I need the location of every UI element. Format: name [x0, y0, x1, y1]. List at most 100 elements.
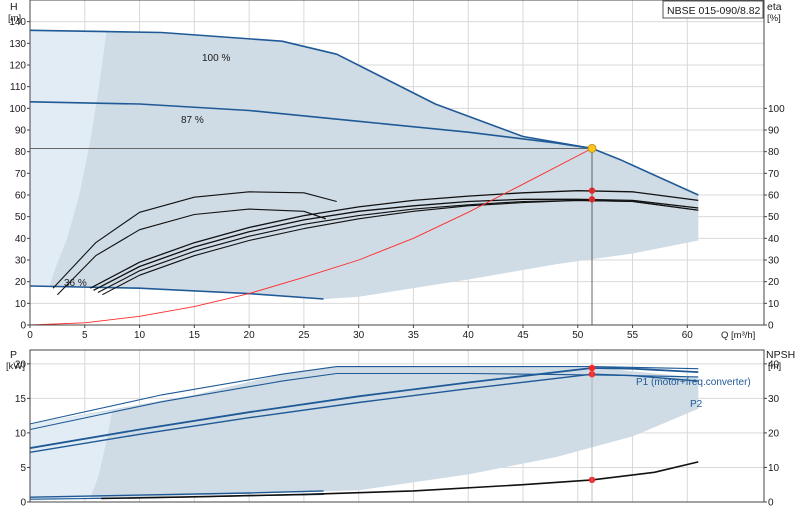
y-tick-label: 0 [20, 321, 26, 332]
head-envelope [30, 30, 699, 300]
y-tick-label: 20 [15, 277, 27, 288]
y-tick-label: 130 [9, 39, 26, 50]
head-y-unit-right: [%] [767, 13, 781, 24]
series-system-9 [30, 148, 593, 325]
x-tick-label: 60 [682, 330, 694, 341]
y-tick-label: 15 [15, 394, 27, 405]
operating-envelope-low-flow [30, 30, 107, 286]
series-p1-motor-freq-converter- [30, 367, 699, 449]
y-tick-label: 5 [20, 463, 26, 474]
power-y-unit-right: [m] [768, 361, 781, 372]
y-tick-label: 20 [15, 359, 27, 370]
curve-label-p1: P1 (motor+freq.converter) [636, 377, 751, 388]
y2-tick-label: 60 [768, 191, 780, 202]
y-tick-label: 110 [10, 82, 26, 93]
y2-tick-label: 20 [768, 428, 780, 439]
y2-tick-label: 70 [768, 169, 780, 180]
operating-envelope [30, 366, 699, 501]
x-tick-label: 15 [189, 330, 201, 341]
power-y-label-right: NPSH [766, 349, 795, 361]
series-efficiency-6 [93, 198, 699, 291]
series-efficiency-3 [52, 191, 337, 289]
power-y-ticks-left: 0 5 10 15 20 [15, 359, 30, 509]
y2-tick-label: 10 [768, 463, 780, 474]
duty-point [587, 144, 597, 153]
model-label: NBSE 015-090/8.82 [667, 5, 761, 17]
series-100- [30, 29, 699, 196]
x-tick-label: 35 [408, 330, 420, 341]
plot-frame [29, 0, 765, 326]
x-tick-label: 25 [298, 330, 310, 341]
x-tick-label: 30 [353, 330, 365, 341]
y-tick-label: 90 [15, 126, 27, 137]
power-y-label-left: P [10, 349, 17, 361]
y2-tick-label: 0 [768, 321, 774, 332]
y2-tick-label: 90 [768, 126, 780, 137]
y2-tick-label: 30 [768, 394, 780, 405]
head-y-unit-left: [m] [8, 13, 21, 24]
x-tick-label: 40 [463, 330, 475, 341]
x-tick-label: 20 [244, 330, 256, 341]
head-y-ticks-left: 0 10 20 30 40 50 60 70 80 90 100 110 120 130 140 [9, 17, 30, 332]
power-y-ticks-right: 0 10 20 30 40 [764, 359, 780, 509]
series-npsh-6 [101, 461, 699, 500]
series-87- [30, 101, 593, 150]
operating-envelope [30, 30, 699, 300]
series-efficiency-8 [102, 199, 699, 296]
head-x-label: Q [m³/h] [721, 330, 755, 341]
series-36- [30, 285, 324, 300]
y2-tick-label: 30 [768, 256, 780, 267]
power-panel: 0 5 10 15 20 0 10 20 30 40 P [kW] NPSH [m] P1 (m… [6, 349, 795, 509]
series-efficiency-5 [89, 190, 699, 289]
head-x-ticks: 0 5 10 15 20 25 30 35 40 45 50 55 60 [27, 325, 693, 341]
x-tick-label: 55 [627, 330, 639, 341]
x-tick-label: 45 [517, 330, 529, 341]
head-y-label-right: eta [767, 1, 782, 13]
y-tick-label: 140 [9, 17, 26, 28]
operating-marker [588, 364, 596, 372]
power-y-unit-left: [kW] [6, 361, 25, 372]
curve-label-87: 87 % [181, 115, 204, 126]
x-tick-label: 5 [82, 330, 88, 341]
y2-tick-label: 10 [768, 299, 780, 310]
head-curves [30, 29, 699, 325]
y2-tick-label: 80 [768, 147, 780, 158]
y-tick-label: 80 [15, 147, 27, 158]
curve-label-100: 100 % [202, 53, 230, 64]
x-tick-label: 0 [27, 330, 33, 341]
y-tick-label: 40 [15, 234, 27, 245]
head-y-label-left: H [10, 1, 18, 13]
power-markers [588, 350, 596, 502]
y2-tick-label: 40 [768, 234, 780, 245]
power-frame [29, 349, 765, 503]
y-tick-label: 70 [15, 169, 27, 180]
x-tick-label: 50 [572, 330, 584, 341]
y-tick-label: 100 [9, 104, 26, 115]
y2-tick-label: 50 [768, 212, 780, 223]
series-efficiency-4 [57, 208, 326, 296]
y-tick-label: 0 [20, 498, 26, 509]
y2-tick-label: 20 [768, 277, 780, 288]
y-tick-label: 120 [9, 61, 26, 72]
y-tick-label: 60 [15, 191, 27, 202]
head-panel: 0 5 10 15 20 25 30 35 40 45 50 55 60 0 10 20 30 40 50 60 70… [8, 0, 785, 341]
head-y-ticks-right: 0 10 20 30 40 50 60 70 80 90 100 [764, 104, 785, 332]
y-tick-label: 10 [15, 428, 27, 439]
power-envelope [30, 366, 699, 501]
y-tick-label: 10 [15, 299, 27, 310]
head-markers [30, 144, 597, 325]
plot-frame [29, 349, 765, 503]
y2-tick-label: 0 [768, 498, 774, 509]
model-label-box: NBSE 015-090/8.82 [662, 0, 764, 19]
x-tick-label: 10 [134, 330, 146, 341]
y2-tick-label: 100 [768, 104, 785, 115]
operating-envelope-low-flow [30, 410, 113, 501]
head-frame [29, 0, 765, 326]
y-tick-label: 30 [15, 256, 27, 267]
y-tick-label: 50 [15, 212, 27, 223]
series-pump-4 [30, 490, 324, 498]
curve-label-36: 36 % [64, 278, 87, 289]
y2-tick-label: 40 [768, 359, 780, 370]
curve-label-p2: P2 [690, 399, 703, 410]
